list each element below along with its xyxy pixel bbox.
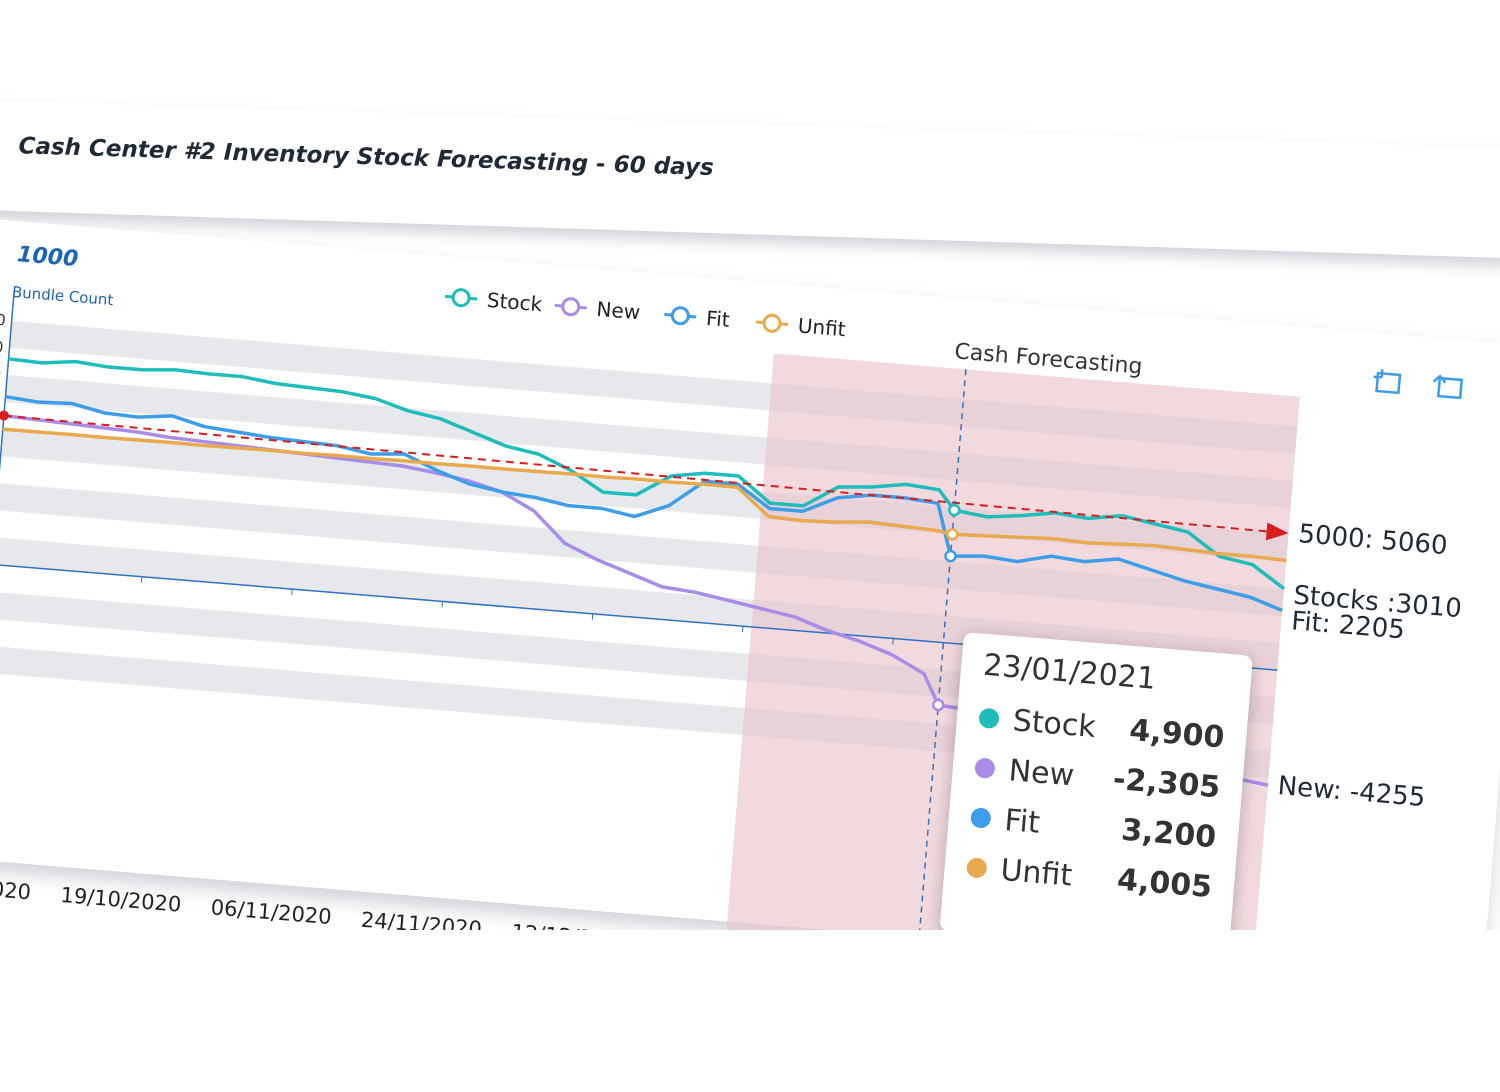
legend-marker	[762, 313, 782, 333]
tooltip-name: New	[1007, 752, 1076, 793]
crosshair	[912, 369, 967, 1008]
tooltip-dot-stock	[978, 707, 1000, 730]
y-tick-label: 7,000	[0, 362, 2, 383]
tooltip: 23/01/2021 Stock 4,900 New -2,305 Fit 3,…	[939, 632, 1254, 955]
tooltip-value: -2,305	[1111, 761, 1222, 805]
series-line-fit[interactable]	[0, 394, 1291, 613]
legend: Stock New Fit Unfit	[444, 284, 847, 341]
page-background-bottom	[0, 930, 1500, 1092]
tooltip-name: Fit	[1003, 802, 1042, 841]
tooltip-dot-unfit	[965, 857, 988, 879]
legend-item-unfit[interactable]: Unfit	[755, 310, 847, 341]
axis-name: Bundle Count	[11, 283, 114, 309]
tooltip-name: Unfit	[999, 852, 1074, 894]
legend-label: Fit	[705, 306, 730, 332]
legend-label: New	[596, 297, 641, 324]
x-tick-label: 01/10/2020	[0, 871, 32, 905]
legend-item-new[interactable]: New	[554, 293, 641, 324]
mark-line-start	[0, 410, 9, 421]
crosshair-point-unfit	[946, 528, 959, 541]
x-tick-label: 19/10/2020	[60, 883, 183, 917]
mark-line-arrow	[1265, 522, 1289, 541]
tooltip-date: 23/01/2021	[981, 647, 1158, 697]
zoom-reset-icon[interactable]	[1432, 374, 1464, 400]
toolbox	[1373, 369, 1464, 400]
series-line-stock[interactable]	[0, 356, 1294, 591]
chart-title: Cash Center #2 Inventory Stock Forecasti…	[18, 133, 715, 182]
x-tick-label: 06/11/2020	[210, 895, 333, 929]
tooltip-value: 3,200	[1120, 812, 1218, 855]
tooltip-dot-new	[974, 757, 996, 779]
legend-item-fit[interactable]: Fit	[663, 302, 731, 332]
legend-marker	[451, 288, 471, 308]
crosshair-point-stock	[948, 503, 961, 517]
tooltip-value: 4,005	[1115, 861, 1214, 905]
end-label: New: -4255	[1277, 771, 1427, 813]
crosshair-point-fit	[944, 549, 957, 563]
tooltip-name: Stock	[1011, 702, 1098, 745]
unit-label: 1000	[16, 242, 79, 272]
legend-marker	[561, 297, 581, 317]
legend-label: Stock	[486, 288, 544, 316]
crosshair-point-new	[932, 698, 945, 712]
y-tick-label: 9,000	[0, 308, 6, 329]
y-axis	[0, 290, 15, 900]
series-line-unfit[interactable]	[1, 427, 1289, 563]
y-tick-label: 8,000	[0, 335, 4, 356]
legend-label: Unfit	[797, 313, 847, 341]
zoom-in-icon[interactable]	[1373, 369, 1402, 395]
legend-item-stock[interactable]: Stock	[444, 284, 544, 316]
tooltip-value: 4,900	[1128, 712, 1226, 756]
tooltip-dot-fit	[970, 807, 992, 829]
end-label: 5000: 5060	[1297, 519, 1448, 561]
legend-marker	[670, 306, 690, 326]
mark-line	[3, 414, 1271, 533]
title-panel: Cash Center #2 Inventory Stock Forecasti…	[0, 100, 1500, 259]
